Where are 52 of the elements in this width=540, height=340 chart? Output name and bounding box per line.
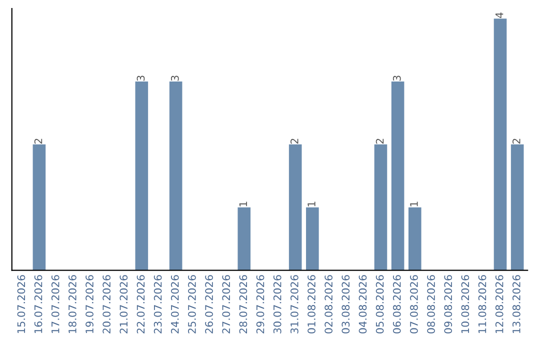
- x-tick-label: 30.07.2026: [273, 275, 282, 334]
- bar: [408, 207, 422, 270]
- data-label: 2: [290, 138, 298, 144]
- data-label: 1: [308, 202, 316, 206]
- x-tick-label: 15.07.2026: [17, 275, 26, 333]
- data-label: 3: [392, 76, 401, 81]
- x-tick-label: 06.08.2026: [392, 275, 401, 334]
- x-tick-label: 10.08.2026: [461, 275, 470, 333]
- x-tick-label: 17.07.2026: [51, 275, 60, 333]
- x-tick-label: 26.07.2026: [205, 275, 213, 334]
- x-tick-label: 11.08.2026: [478, 275, 486, 333]
- x-tick-label: 28.07.2026: [239, 275, 248, 334]
- bar: [510, 144, 524, 270]
- x-tick-label: 20.07.2026: [102, 275, 111, 334]
- bar: [494, 18, 507, 270]
- x-tick-label: 19.07.2026: [86, 275, 94, 333]
- x-tick-label: 02.08.2026: [324, 275, 333, 334]
- x-tick-label: 16.07.2026: [34, 275, 42, 333]
- data-label: 2: [376, 138, 384, 144]
- x-tick-label: 13.08.2026: [512, 275, 520, 333]
- x-tick-label: 03.08.2026: [342, 275, 350, 334]
- x-tick-label: 01.08.2026: [308, 275, 316, 334]
- x-tick-label: 18.07.2026: [68, 275, 76, 333]
- data-label: 2: [34, 138, 42, 144]
- data-label: 3: [170, 76, 179, 81]
- bar: [288, 144, 302, 270]
- x-tick-label: 22.07.2026: [136, 275, 145, 334]
- bar: [391, 82, 404, 270]
- bar: [169, 82, 182, 270]
- x-tick-label: 31.07.2026: [290, 275, 298, 334]
- bar: [32, 144, 46, 270]
- bar: [374, 144, 388, 270]
- x-tick-label: 12.08.2026: [495, 275, 504, 333]
- x-tick-label: 09.08.2026: [444, 275, 452, 334]
- bar: [238, 207, 251, 270]
- x-tick-label: 07.08.2026: [410, 275, 418, 334]
- x-tick-label: 21.07.2026: [120, 275, 128, 334]
- bar: [306, 207, 319, 270]
- data-label: 2: [512, 138, 520, 144]
- x-tick-label: 25.07.2026: [188, 275, 196, 334]
- bar: [135, 82, 148, 270]
- data-label: 1: [410, 202, 418, 206]
- x-tick-label: 04.08.2026: [358, 275, 367, 334]
- x-tick-label: 29.07.2026: [256, 275, 264, 334]
- x-tick-label: 23.07.2026: [154, 275, 162, 334]
- x-tick-label: 05.08.2026: [376, 275, 384, 334]
- x-tick-label: 27.07.2026: [222, 275, 230, 334]
- x-tick-label: 24.07.2026: [170, 275, 179, 334]
- data-label: 3: [136, 76, 145, 81]
- data-label: 1: [239, 202, 247, 206]
- data-label: 4: [496, 12, 504, 18]
- x-tick-label: 08.08.2026: [427, 275, 435, 334]
